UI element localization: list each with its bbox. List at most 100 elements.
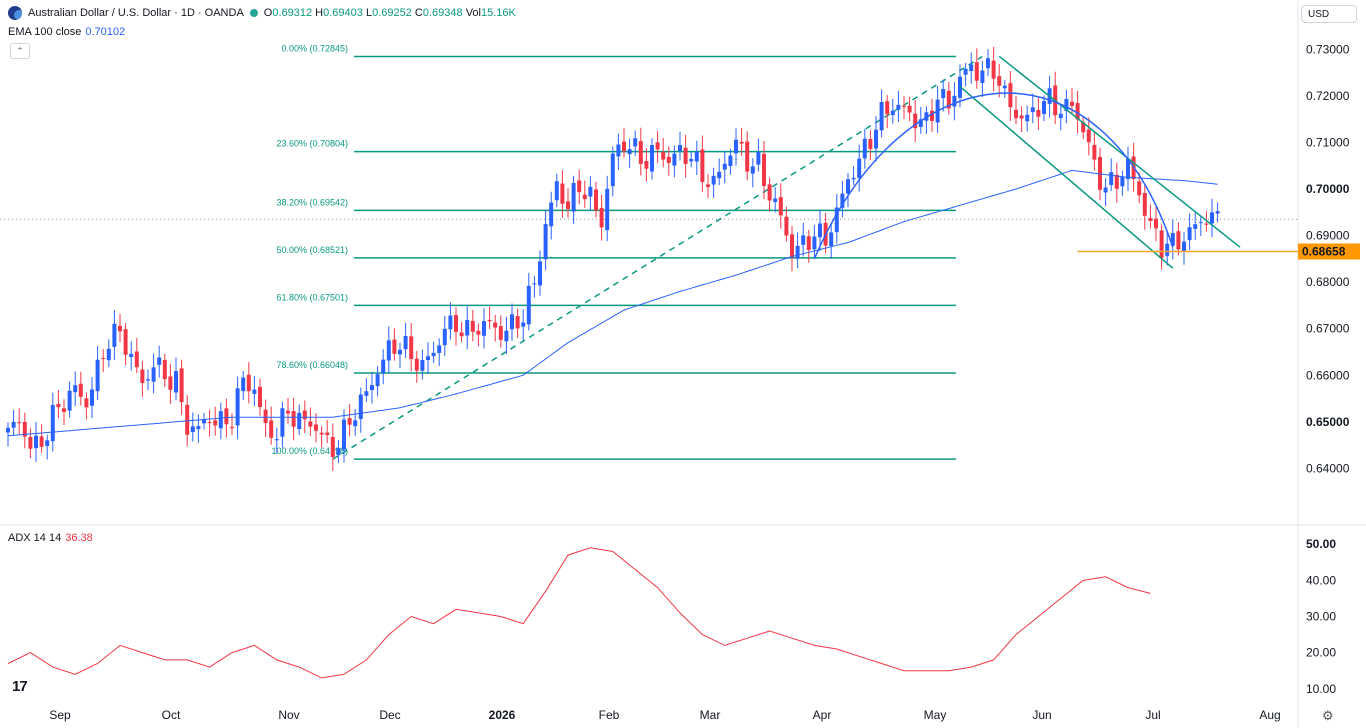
candle-body [952, 95, 957, 107]
candle-body [325, 432, 330, 436]
candle-body [661, 152, 666, 160]
candle-body [750, 166, 755, 174]
symbol-header: Australian Dollar / U.S. Dollar · 1D · O… [8, 6, 516, 20]
candle-body [151, 367, 156, 382]
candle-body [190, 426, 195, 433]
candle-body [980, 70, 985, 84]
candle-body [342, 419, 346, 450]
candle-body [1165, 243, 1170, 256]
candle-body [375, 374, 380, 387]
candle-body [532, 283, 537, 285]
candle-body [734, 139, 738, 154]
symbol-title[interactable]: Australian Dollar / U.S. Dollar · 1D · O… [28, 7, 244, 19]
currency-selector[interactable]: USD [1301, 5, 1357, 23]
candle-body [616, 144, 621, 157]
candle-body [420, 360, 425, 371]
descending-channel-line [998, 55, 1241, 248]
candle-body [330, 436, 335, 457]
candle-body [706, 184, 710, 188]
candle-body [790, 234, 794, 258]
candle-body [392, 339, 397, 354]
candle-body [398, 349, 402, 355]
candle-body [582, 194, 587, 200]
adx-tick-label: 20.00 [1306, 646, 1336, 660]
candle-body [162, 359, 167, 380]
ema-legend[interactable]: EMA 100 close 0.70102 [8, 26, 125, 38]
candle-body [588, 186, 593, 197]
candle-body [1103, 187, 1108, 193]
price-tick-label: 0.72000 [1306, 89, 1350, 103]
candle-body [1187, 227, 1192, 240]
fib-level-label: 38.20% (0.69542) [276, 197, 348, 207]
price-tick-label: 0.66000 [1306, 368, 1350, 382]
market-status-icon [249, 9, 258, 17]
candle-body [274, 439, 279, 441]
candle-body [498, 326, 503, 340]
tradingview-logo[interactable]: 17 [12, 678, 28, 695]
candle-body [207, 422, 212, 424]
candle-body [633, 138, 638, 147]
adx-legend[interactable]: ADX 14 14 36.38 [8, 532, 93, 544]
price-tick-label: 0.70000 [1306, 182, 1350, 196]
candle-body [258, 386, 262, 408]
candle-body [146, 379, 150, 381]
candle-body [554, 181, 559, 201]
candle-body [885, 101, 890, 115]
candle-body [991, 60, 996, 79]
adx-line [7, 547, 1151, 679]
ema-label: EMA 100 close [8, 26, 82, 38]
candle-body [431, 352, 436, 357]
candle-body [728, 155, 733, 167]
candle-body [286, 410, 290, 414]
candle-body [986, 58, 990, 69]
candle-body [78, 383, 83, 397]
candle-body [414, 358, 419, 371]
candle-body [566, 201, 570, 210]
candle-body [34, 435, 38, 449]
candle-body [442, 328, 447, 346]
candle-body [1210, 212, 1214, 224]
candle-body [358, 394, 363, 419]
fib-level-label: 23.60% (0.70804) [276, 139, 348, 149]
candle-body [538, 261, 542, 286]
fib-level-label: 50.00% (0.68521) [276, 245, 348, 255]
collapse-legend-button[interactable]: ⌃ [10, 43, 30, 59]
candle-body [1182, 241, 1186, 252]
candle-body [1081, 122, 1086, 133]
candle-body [1198, 222, 1203, 224]
candle-body [409, 336, 414, 360]
candle-body [739, 141, 744, 144]
candle-body [1064, 98, 1069, 111]
rounded-top-curve [813, 92, 1174, 260]
candle-body [11, 421, 16, 428]
settings-gear-icon[interactable]: ⚙ [1322, 708, 1334, 723]
time-axis-label: Aug [1259, 708, 1280, 722]
candle-body [426, 356, 430, 360]
candle-body [717, 171, 722, 179]
time-axis-label: Apr [813, 708, 832, 722]
candle-body [465, 320, 470, 336]
candle-body [241, 377, 246, 392]
candle-body [829, 232, 834, 247]
candle-body [549, 202, 554, 227]
candle-body [1154, 218, 1158, 229]
fib-level-label: 61.80% (0.67501) [276, 292, 348, 302]
candle-body [476, 330, 481, 335]
candle-body [862, 138, 867, 159]
candle-body [246, 374, 251, 392]
candle-body [762, 153, 766, 186]
candle-body [403, 335, 408, 350]
candle-body [129, 353, 134, 357]
candle-body [722, 163, 727, 170]
candle-body [308, 421, 313, 427]
ohlc-values: O0.69312 H0.69403 L0.69252 C0.69348 Vol1… [263, 7, 516, 19]
candle-body [1109, 172, 1114, 185]
candle-body [902, 105, 906, 107]
candle-body [1036, 110, 1041, 117]
candle-body [560, 183, 565, 204]
candle-body [196, 426, 201, 430]
candle-body [997, 76, 1002, 86]
candle-body [778, 197, 783, 216]
price-tick-label: 0.69000 [1306, 229, 1350, 243]
